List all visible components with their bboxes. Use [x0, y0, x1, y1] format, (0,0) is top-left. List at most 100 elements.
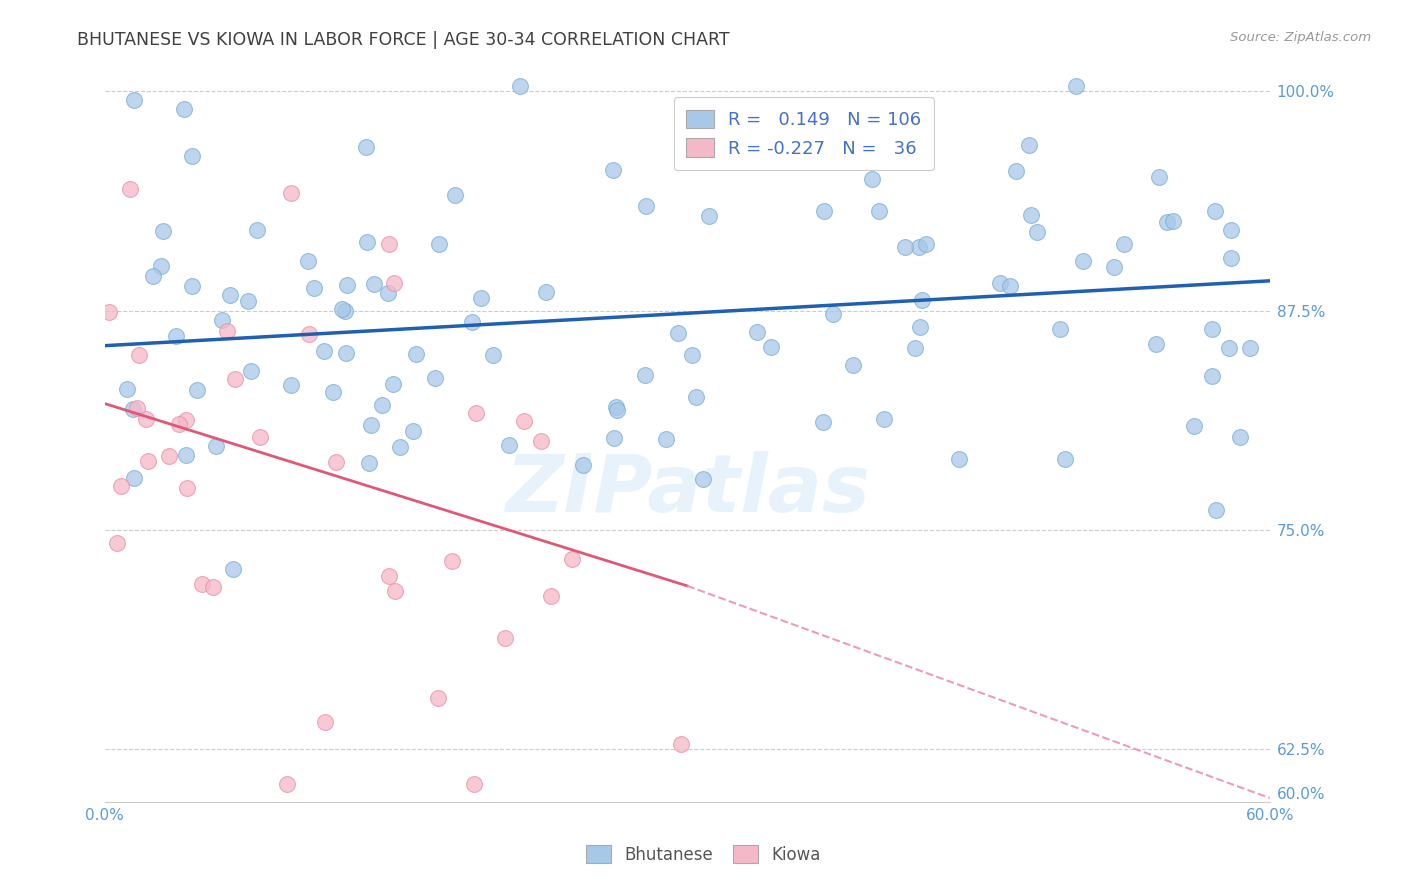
Point	[217, 324, 239, 338]
Point	[1201, 322, 1223, 336]
Point	[904, 341, 927, 355]
Point	[689, 148, 711, 162]
Point	[128, 348, 150, 362]
Point	[122, 401, 145, 416]
Point	[124, 93, 146, 107]
Point	[136, 454, 159, 468]
Point	[122, 471, 145, 485]
Point	[1156, 214, 1178, 228]
Point	[382, 377, 405, 392]
Point	[494, 632, 516, 646]
Point	[377, 569, 399, 583]
Point	[813, 204, 835, 219]
Point	[378, 237, 401, 252]
Point	[110, 479, 132, 493]
Point	[745, 325, 768, 339]
Point	[280, 186, 302, 201]
Point	[821, 307, 844, 321]
Point	[118, 182, 141, 196]
Point	[911, 293, 934, 307]
Point	[314, 714, 336, 729]
Point	[482, 348, 505, 362]
Point	[105, 536, 128, 550]
Point	[1021, 208, 1043, 222]
Point	[236, 294, 259, 309]
Point	[440, 553, 463, 567]
Point	[1104, 260, 1126, 274]
Point	[249, 430, 271, 444]
Point	[363, 277, 385, 292]
Point	[1147, 170, 1170, 185]
Point	[167, 417, 190, 431]
Point	[181, 149, 204, 163]
Point	[202, 580, 225, 594]
Point	[602, 162, 624, 177]
Point	[357, 456, 380, 470]
Point	[360, 418, 382, 433]
Point	[666, 326, 689, 340]
Point	[165, 328, 187, 343]
Point	[382, 277, 405, 291]
Point	[444, 188, 467, 202]
Point	[1218, 341, 1240, 355]
Point	[377, 286, 399, 301]
Point	[402, 424, 425, 438]
Point	[354, 140, 377, 154]
Point	[371, 398, 394, 412]
Point	[276, 777, 298, 791]
Point	[498, 438, 520, 452]
Legend: R =   0.149   N = 106, R = -0.227   N =   36: R = 0.149 N = 106, R = -0.227 N = 36	[673, 97, 934, 170]
Point	[423, 371, 446, 385]
Point	[868, 203, 890, 218]
Point	[513, 414, 536, 428]
Point	[463, 777, 485, 791]
Point	[174, 413, 197, 427]
Point	[174, 448, 197, 462]
Point	[1220, 251, 1243, 265]
Point	[1025, 225, 1047, 239]
Point	[427, 236, 450, 251]
Point	[1064, 79, 1087, 94]
Point	[692, 472, 714, 486]
Point	[1112, 237, 1135, 252]
Point	[603, 431, 626, 445]
Point	[1018, 138, 1040, 153]
Legend: Bhutanese, Kiowa: Bhutanese, Kiowa	[579, 838, 827, 871]
Point	[1005, 163, 1028, 178]
Point	[205, 439, 228, 453]
Point	[298, 326, 321, 341]
Point	[426, 690, 449, 705]
Point	[117, 382, 139, 396]
Point	[157, 449, 180, 463]
Point	[470, 291, 492, 305]
Point	[142, 268, 165, 283]
Point	[1071, 254, 1094, 268]
Point	[908, 239, 931, 253]
Point	[1205, 502, 1227, 516]
Point	[1229, 430, 1251, 444]
Point	[998, 278, 1021, 293]
Point	[842, 358, 865, 372]
Point	[224, 372, 246, 386]
Point	[811, 416, 834, 430]
Point	[894, 240, 917, 254]
Point	[654, 433, 676, 447]
Text: BHUTANESE VS KIOWA IN LABOR FORCE | AGE 30-34 CORRELATION CHART: BHUTANESE VS KIOWA IN LABOR FORCE | AGE …	[77, 31, 730, 49]
Point	[572, 458, 595, 472]
Point	[915, 237, 938, 252]
Point	[356, 235, 378, 249]
Point	[634, 368, 657, 382]
Point	[335, 304, 357, 318]
Point	[948, 451, 970, 466]
Point	[606, 402, 628, 417]
Point	[211, 312, 233, 326]
Point	[534, 285, 557, 300]
Point	[464, 406, 486, 420]
Text: Source: ZipAtlas.com: Source: ZipAtlas.com	[1230, 31, 1371, 45]
Point	[322, 385, 344, 400]
Point	[181, 279, 204, 293]
Point	[405, 347, 427, 361]
Point	[330, 302, 353, 317]
Point	[761, 340, 783, 354]
Point	[97, 305, 120, 319]
